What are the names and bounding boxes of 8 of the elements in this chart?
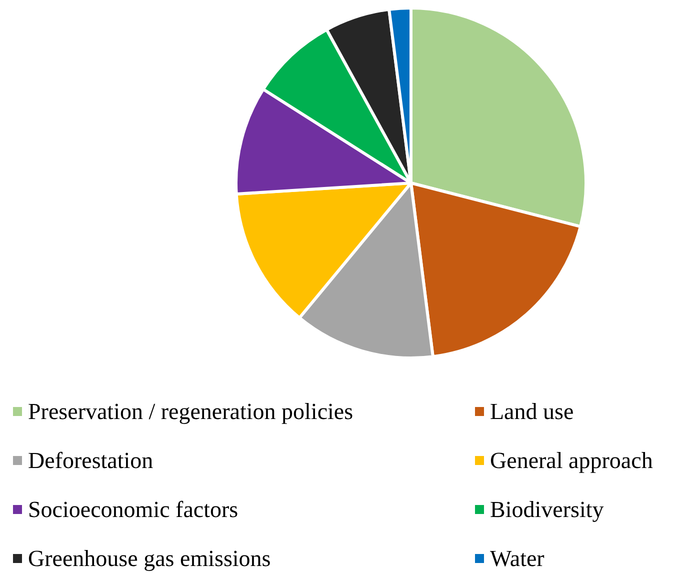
legend-label: Socioeconomic factors: [28, 497, 238, 522]
legend-label: Greenhouse gas emissions: [28, 546, 271, 571]
legend-label: Biodiversity: [490, 497, 604, 522]
legend-label: Deforestation: [28, 448, 154, 473]
legend-label: Water: [490, 546, 545, 571]
legend-label: Preservation / regeneration policies: [28, 399, 354, 424]
legend-label: General approach: [490, 448, 654, 473]
legend-label: Land use: [490, 399, 574, 424]
